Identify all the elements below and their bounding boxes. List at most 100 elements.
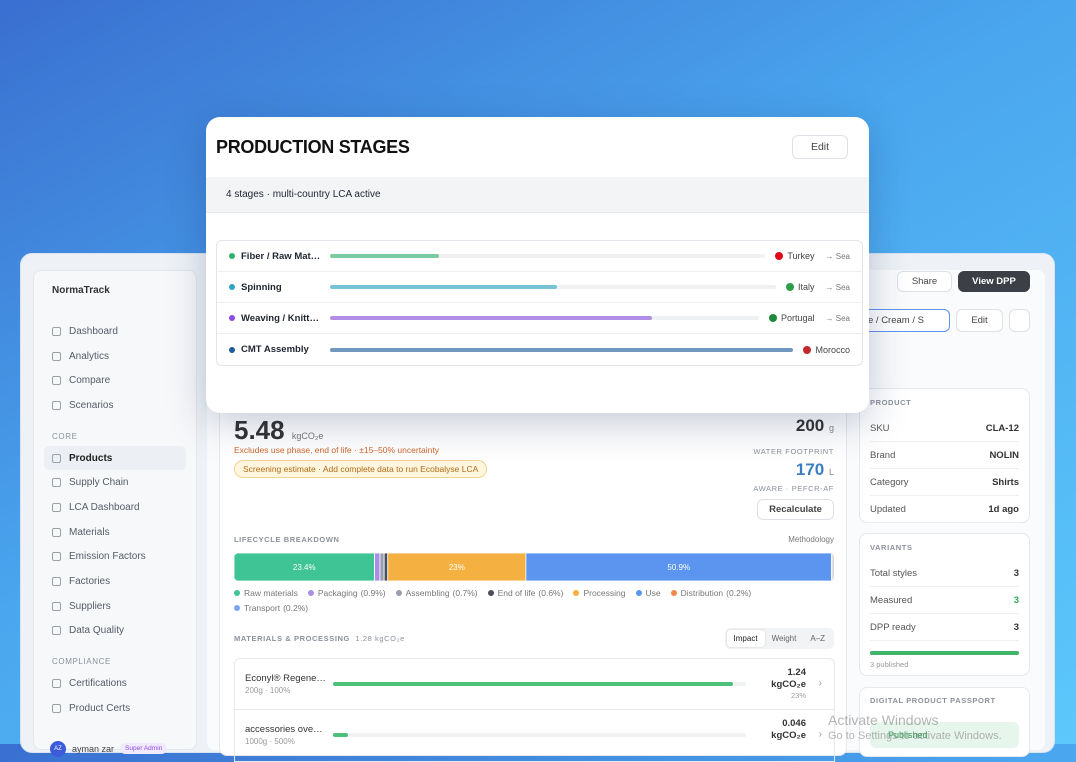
tab[interactable]: A–Z	[810, 634, 825, 643]
tab[interactable]: Impact	[726, 630, 765, 647]
legend-dot	[635, 590, 642, 596]
nav-icon	[52, 502, 61, 512]
stage-row: Weaving / Knitt… Portugal → Sea	[217, 303, 862, 334]
nav-item[interactable]: Materials	[44, 520, 186, 545]
material-share: 23%	[790, 691, 806, 700]
legend-item: Assembling (0.7%)	[395, 588, 478, 598]
field-row: DPP ready 3	[870, 614, 1019, 641]
nav-item[interactable]: Data Quality	[44, 619, 186, 644]
stage-track	[330, 347, 794, 352]
nav-item[interactable]: Dashboard	[44, 319, 186, 344]
watermark-text: Go to Settings to activate Windows.	[828, 730, 1002, 742]
material-name: accessories ove…	[245, 724, 323, 735]
modal-edit-button[interactable]: Edit	[792, 135, 848, 159]
segment	[832, 553, 834, 581]
field-row: Category Shirts	[870, 469, 1019, 496]
stage-track	[330, 285, 777, 289]
material-row: accessories ove… 1000g · 500% 0.046 kgCO₂e ›	[234, 710, 835, 762]
material-track	[333, 682, 746, 686]
view-dpp-button[interactable]: View DPP	[958, 271, 1030, 292]
lifecycle-title: LIFECYCLE BREAKDOWN	[234, 535, 340, 544]
materials-total: 1.28	[355, 634, 373, 643]
legend-value: (0.2%)	[283, 603, 309, 613]
footprint-card: 5.48 kgCO₂e Excludes use phase, end of l…	[219, 396, 847, 762]
watermark-title: Activate Windows	[828, 712, 939, 728]
unit: L	[828, 467, 834, 477]
product-card: PRODUCT SKU CLA-12 Brand NOLIN Category Shirt…	[859, 388, 1030, 523]
nav-item[interactable]: Product Certs	[44, 696, 186, 721]
legend-item: Use	[635, 588, 661, 598]
methodology-link[interactable]: Methodology	[788, 535, 834, 544]
stage-name: Weaving / Knitt…	[241, 312, 319, 324]
field-row: Total styles 3	[870, 560, 1019, 587]
segments	[234, 553, 834, 581]
nav-item[interactable]: Scenarios	[44, 393, 186, 418]
field-label: Brand	[870, 449, 896, 461]
nav-label: Dashboard	[69, 325, 118, 337]
materials-title: MATERIALS & PROCESSING	[234, 634, 350, 643]
material-unit: kgCO₂e	[771, 679, 806, 690]
legend-dot	[573, 590, 580, 596]
stage-bar	[330, 285, 558, 289]
tab[interactable]: Weight	[771, 634, 797, 643]
nav-icon	[52, 453, 61, 463]
stage-country: Morocco	[815, 344, 850, 355]
nav-item[interactable]: Compare	[44, 368, 186, 393]
stage-bar	[330, 347, 794, 352]
nav-item[interactable]: Suppliers	[44, 594, 186, 619]
stage-transport: → Sea	[825, 313, 850, 323]
nav-icon	[52, 679, 61, 689]
recalculate-button[interactable]: Recalculate	[757, 499, 834, 520]
stage-bar	[330, 316, 652, 320]
nav-item[interactable]: Emission Factors	[44, 545, 186, 570]
nav-label: Certifications	[69, 678, 127, 690]
stage-name: CMT Assembly	[241, 344, 309, 355]
share-button[interactable]: Share	[897, 271, 952, 292]
water-method: AWARE · PEFCR-AF	[753, 484, 834, 493]
legend-label: End of life	[497, 588, 536, 598]
nav-item[interactable]: Factories	[44, 569, 186, 594]
delete-button[interactable]	[1009, 309, 1030, 332]
nav-item[interactable]: Analytics	[44, 344, 186, 369]
value: 5.48	[234, 415, 285, 445]
legend-label: Distribution	[680, 588, 724, 598]
brand: NormaTrack	[52, 285, 110, 296]
edit-button[interactable]: Edit	[956, 309, 1003, 332]
field-row: SKU CLA-12	[870, 415, 1019, 442]
legend-dot	[670, 590, 677, 596]
stage-transport: → Sea	[825, 251, 850, 261]
production-stages-modal: PRODUCTION STAGES Edit 4 stages · multi-…	[206, 117, 869, 413]
nav-item[interactable]: Supply Chain	[44, 470, 186, 495]
field-label: Category	[870, 476, 909, 488]
variants-note: 3 published	[870, 660, 909, 669]
chevron: ›	[818, 678, 822, 689]
nav-label: Scenarios	[69, 399, 114, 411]
nav-item[interactable]: Products	[44, 445, 186, 471]
nav-icon	[52, 601, 61, 611]
product-title: PRODUCT	[870, 397, 912, 407]
stage-list: Fiber / Raw Mat… Turkey → Sea Spinning Italy…	[216, 240, 863, 366]
stage-dot	[229, 284, 235, 290]
field-label: Total styles	[870, 567, 917, 579]
nav-item[interactable]: Certifications	[44, 671, 186, 696]
nav-label: Emission Factors	[69, 551, 146, 563]
segment	[383, 553, 389, 581]
value: 170	[795, 460, 825, 479]
stage-bar	[330, 254, 439, 258]
legend-dot	[234, 605, 240, 611]
field-label: DPP ready	[870, 621, 916, 633]
nav-label: Product Certs	[69, 702, 131, 714]
legend-value: (0.6%)	[538, 588, 564, 598]
material-bar	[333, 682, 734, 686]
nav-icon	[52, 527, 61, 537]
unit: g	[828, 423, 834, 433]
segment-label: 50.9%	[667, 563, 690, 572]
nav-icon	[52, 577, 61, 587]
legend-label: Raw materials	[244, 588, 298, 598]
segment-label: 23%	[449, 563, 465, 572]
legend-item: Packaging (0.9%)	[307, 588, 386, 598]
nav-label: Suppliers	[69, 600, 111, 612]
variant-select[interactable]: e / Cream / S	[861, 309, 950, 332]
unit: kgCO₂e	[291, 431, 324, 441]
nav-item[interactable]: LCA Dashboard	[44, 495, 186, 520]
